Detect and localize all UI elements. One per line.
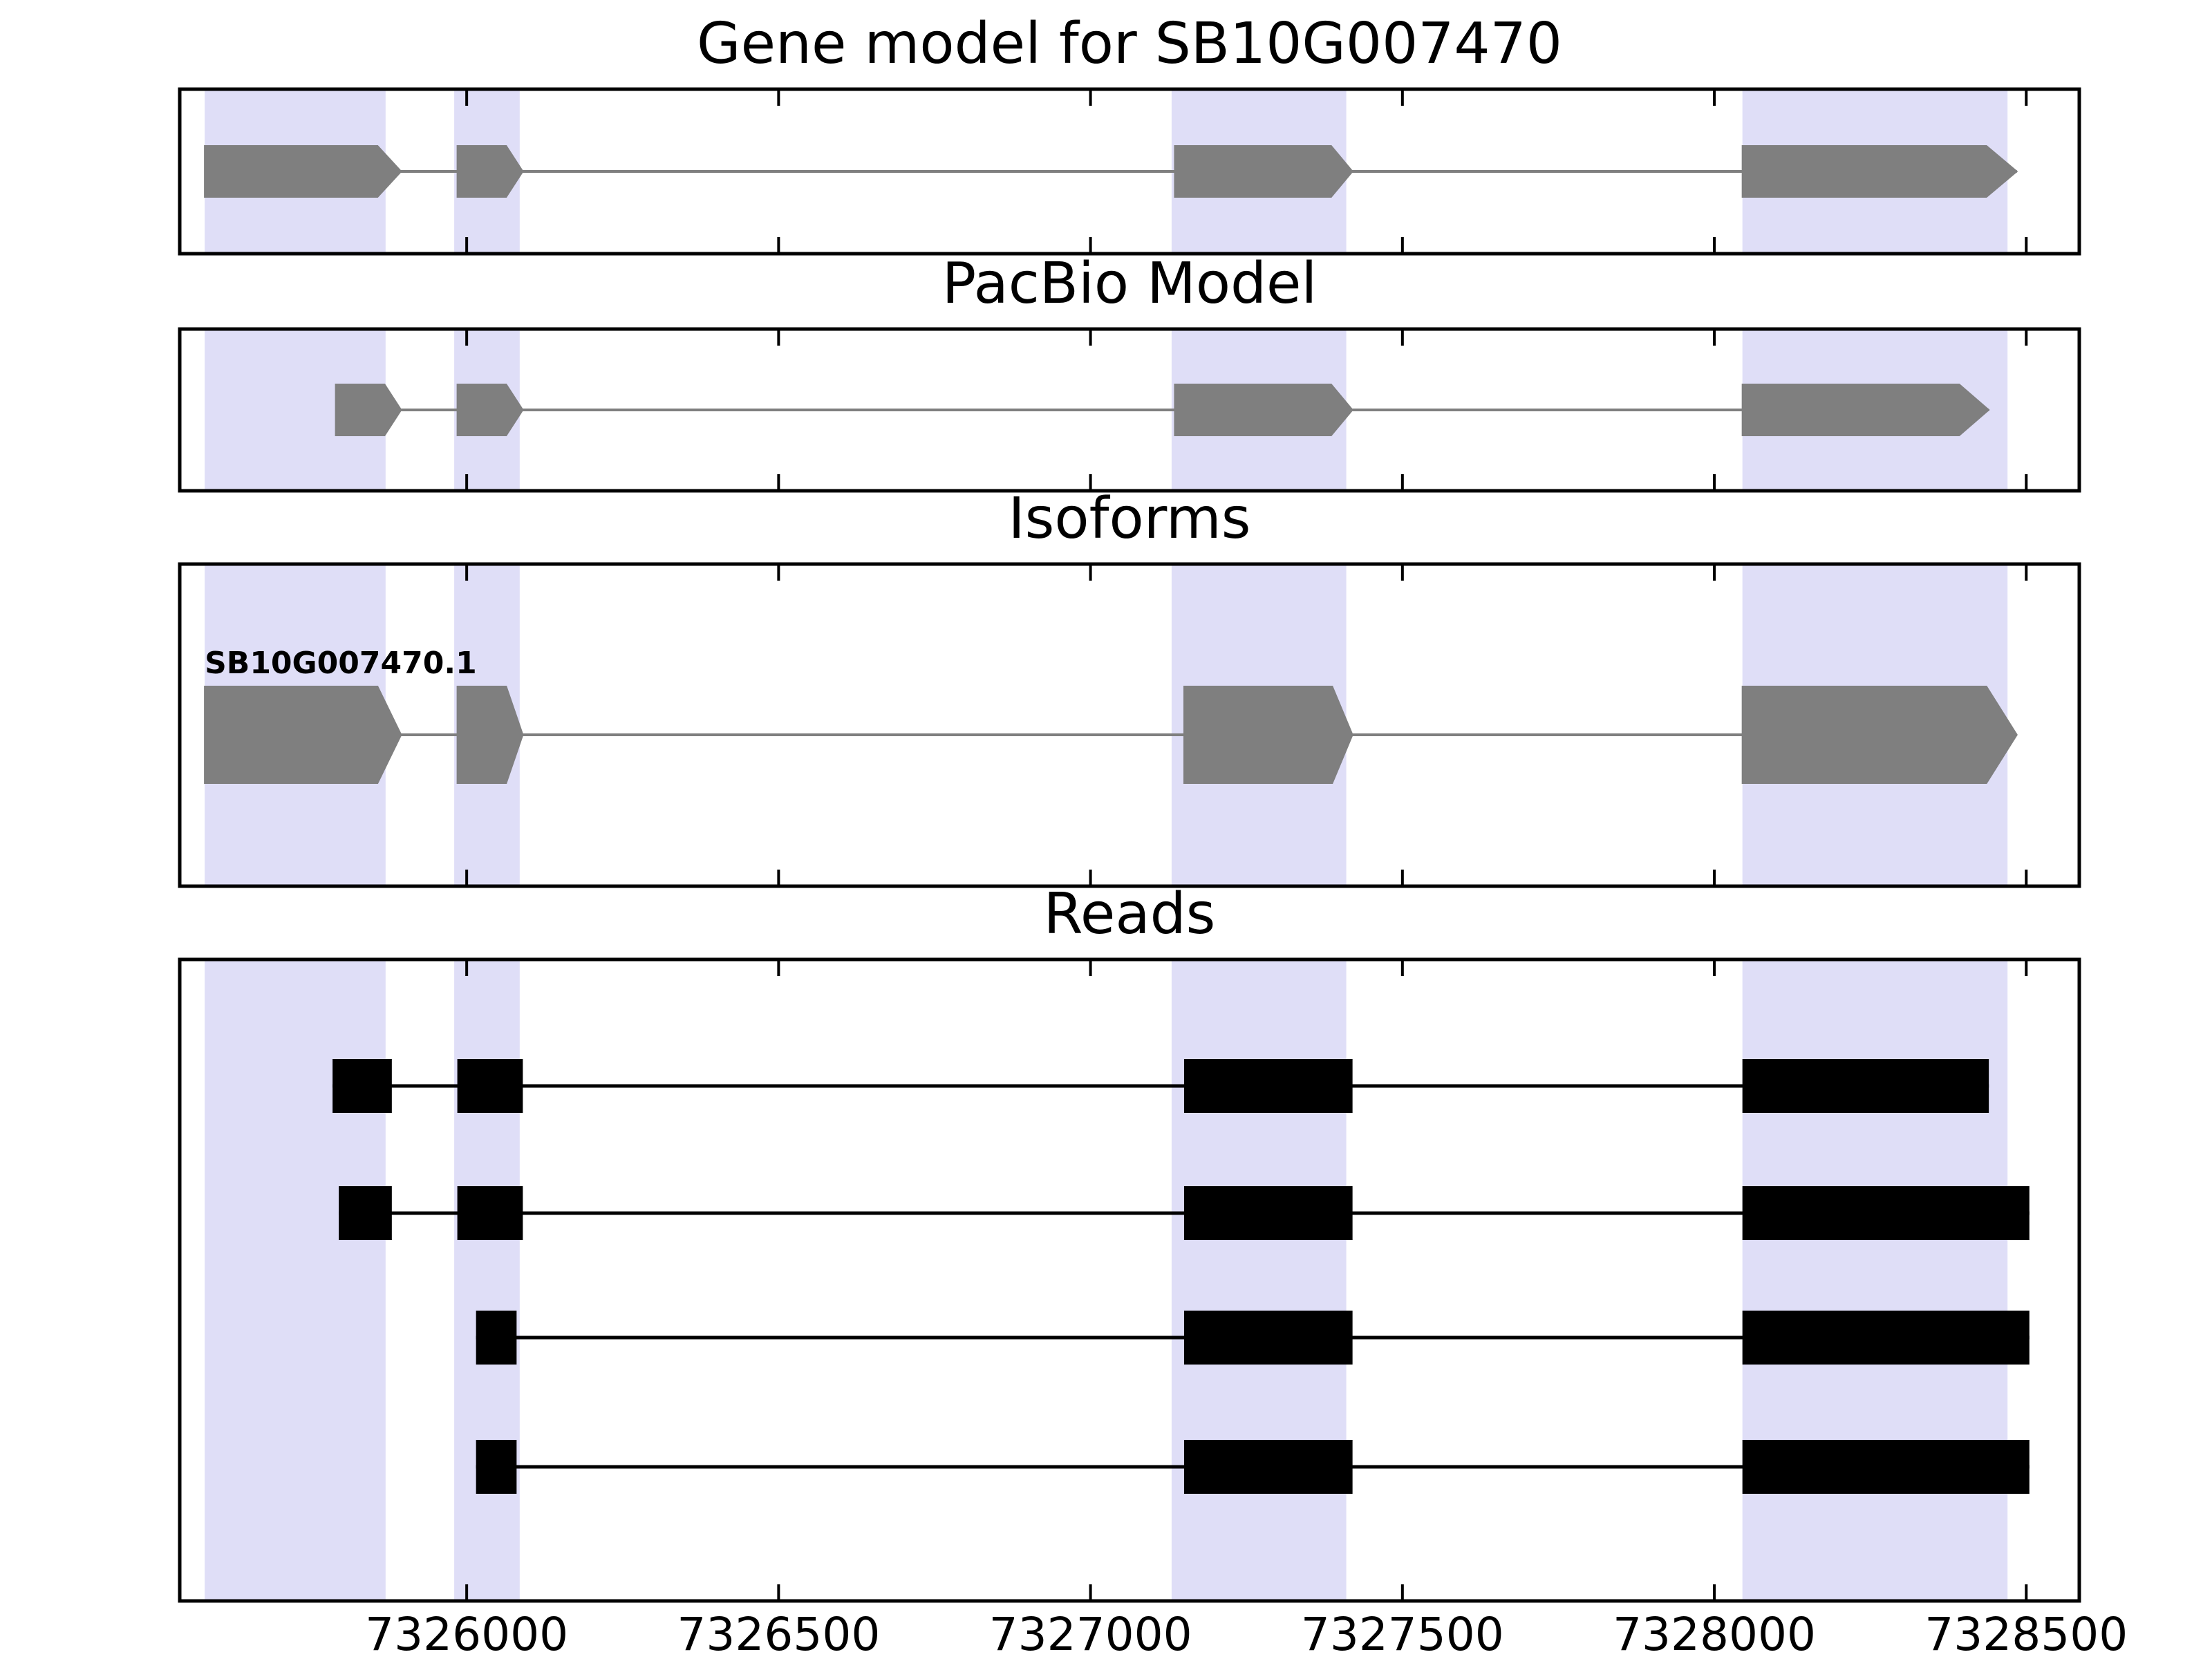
- read-block: [1742, 1186, 2030, 1240]
- isoform-label: SB10G007470.1: [205, 646, 477, 681]
- read-block: [1183, 1059, 1353, 1113]
- exon: [456, 145, 524, 198]
- panel-title-pacbio: PacBio Model: [941, 251, 1318, 317]
- exon: [456, 384, 524, 436]
- exon: [456, 686, 524, 784]
- highlight-region: [205, 959, 386, 1601]
- read-block: [1742, 1059, 1989, 1113]
- read-block: [457, 1059, 523, 1113]
- highlight-region: [1742, 959, 2008, 1601]
- read-block: [1183, 1311, 1353, 1365]
- x-tick-label: 7328500: [1924, 1608, 2128, 1659]
- panel-title-isoforms: Isoforms: [1008, 486, 1251, 552]
- highlight-region: [454, 959, 520, 1601]
- panel-title-reads: Reads: [1043, 881, 1216, 947]
- read-block: [457, 1186, 523, 1240]
- read-block: [1742, 1311, 2030, 1365]
- highlight-region: [1171, 959, 1347, 1601]
- exon: [1183, 686, 1353, 784]
- exon: [1741, 686, 2018, 784]
- exon: [1174, 145, 1353, 198]
- x-tick-label: 7326500: [677, 1608, 881, 1659]
- panel-frame: [178, 957, 2081, 1603]
- read-block: [476, 1440, 517, 1494]
- read-block: [1183, 1186, 1353, 1240]
- x-tick-label: 7328000: [1613, 1608, 1817, 1659]
- exon: [1174, 384, 1353, 436]
- panel-frame: [178, 327, 2081, 493]
- read-block: [476, 1311, 517, 1365]
- read-block: [1183, 1440, 1353, 1494]
- exon: [335, 384, 402, 436]
- read-block: [1742, 1440, 2030, 1494]
- panel-frame: [178, 562, 2081, 888]
- exon: [1741, 145, 2018, 198]
- panel-frame: [178, 87, 2081, 256]
- read-block: [332, 1059, 392, 1113]
- exon: [1741, 384, 1990, 436]
- x-axis-tick-labels: 7326000 7326500 7327000 7327500 7328000 73285…: [0, 1608, 2212, 1659]
- x-tick-label: 7327000: [988, 1608, 1192, 1659]
- panel-title-gene-model: Gene model for SB10G007470: [697, 11, 1562, 77]
- x-tick-label: 7326000: [365, 1608, 569, 1659]
- exon: [204, 686, 402, 784]
- exon: [204, 145, 402, 198]
- read-block: [339, 1186, 392, 1240]
- x-tick-label: 7327500: [1300, 1608, 1504, 1659]
